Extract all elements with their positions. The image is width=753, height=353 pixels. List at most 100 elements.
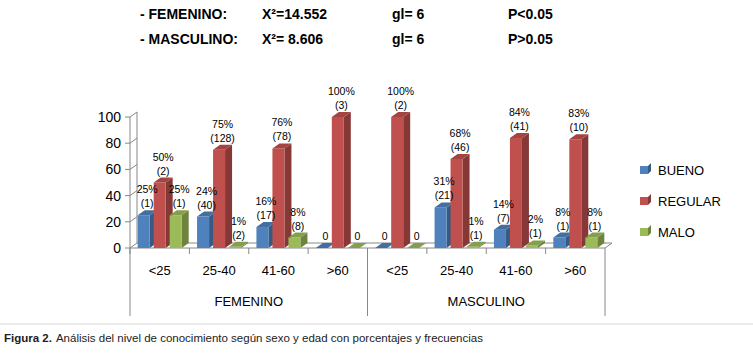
value-label: 16% [255,195,276,207]
y-tick-wall [130,112,137,117]
back-wall-line [137,112,138,243]
bar-top [585,233,604,238]
legend-swatch [640,228,648,236]
frequency-label: (2) [157,165,170,177]
annotation: P>0.05 [508,31,553,47]
x-tick-label: <25 [386,263,408,278]
value-label: 83% [568,107,589,119]
bar-top [154,178,173,183]
bar [170,210,189,248]
bar-top [213,145,232,150]
group-separator [367,248,368,316]
legend-swatch-side [648,163,651,174]
bar-front [451,159,463,248]
value-label: 1% [468,215,483,227]
bar-side [522,133,529,248]
annotation: X²=14.552 [262,6,327,22]
bar-top [332,112,351,117]
legend-label: BUENO [658,163,704,178]
value-label: 0 [322,230,328,242]
y-axis-line [130,117,131,248]
legend: BUENOREGULARMALO [640,163,721,240]
y-tick-wall [130,164,137,169]
bar-top [467,242,486,247]
bar-side [225,145,232,248]
bar-top [407,243,426,248]
value-label: 100% [328,85,355,97]
group-label: MASCULINO [448,294,525,309]
value-label: 8% [587,206,602,218]
value-label: 76% [271,116,292,128]
x-tick [545,248,546,254]
bar-front [526,245,538,248]
value-label: 0 [414,230,420,242]
y-tick [125,221,130,222]
frequency-label: (17) [257,209,276,221]
x-tick-label: >60 [327,263,349,278]
annotation: gl= 6 [392,6,425,22]
legend-swatch-side [648,225,651,236]
bar-front [197,217,209,248]
value-label: 2% [528,213,543,225]
group-separator [130,248,131,316]
bar [407,243,426,248]
y-tick [125,248,130,249]
x-tick [248,248,249,254]
bars [138,112,605,248]
bar [451,154,470,248]
frequency-label: (1) [173,197,186,209]
group-label: FEMENINO [214,294,283,309]
y-tick-wall [130,217,137,222]
y-tick [125,143,130,144]
bar [332,112,351,248]
frequency-label: (21) [435,189,454,201]
value-label: 0 [382,230,388,242]
frequency-label: (128) [210,132,235,144]
frequency-label: (7) [497,212,510,224]
axes: 020406080100 [98,109,612,256]
value-label: 100% [387,85,414,97]
y-tick [125,195,130,196]
value-label: 84% [509,106,530,118]
category-axis: <2525-4041-60>60<2525-4041-60>60FEMENINO… [130,248,605,316]
annotation: gl= 6 [392,31,425,47]
x-tick [426,248,427,254]
bar-side [344,112,351,248]
bar [510,133,529,248]
x-tick-label: 41-60 [262,263,295,278]
bar-front [256,227,268,248]
bar-front [585,238,597,248]
frequency-label: (1) [141,197,154,209]
y-tick-label: 80 [105,135,121,151]
chart: - FEMENINO:X²=14.552gl= 6P<0.05- MASCULI… [0,0,753,353]
bar-side [182,210,189,248]
bar-front [510,138,522,248]
bar-top [229,242,248,247]
y-tick-label: 40 [105,188,121,204]
caption-text: Análisis del nivel de conocimiento según… [56,332,483,344]
annotation: X²= 8.606 [262,31,323,47]
bar-front [138,215,150,248]
frequency-label: (1) [588,220,601,232]
value-label: 68% [450,127,471,139]
value-label: 75% [212,118,233,130]
y-tick-label: 20 [105,214,121,230]
bar-front [229,247,241,248]
bar-top [348,243,367,248]
frequency-label: (40) [197,199,216,211]
frequency-label: (3) [335,99,348,111]
frequency-label: (2) [232,229,245,241]
value-label: 8% [290,206,305,218]
y-tick [125,117,130,118]
bar-front [391,117,403,248]
caption-rule [0,324,753,325]
y-tick-label: 0 [113,240,121,256]
x-tick [486,248,487,254]
bar-top [451,154,470,159]
x-tick [189,248,190,254]
caption: Figura 2.Análisis del nivel de conocimie… [4,332,483,344]
bar-top [170,210,189,215]
bar-top [510,133,529,138]
annotation: - MASCULINO: [140,31,238,47]
frequency-label: (8) [292,220,305,232]
